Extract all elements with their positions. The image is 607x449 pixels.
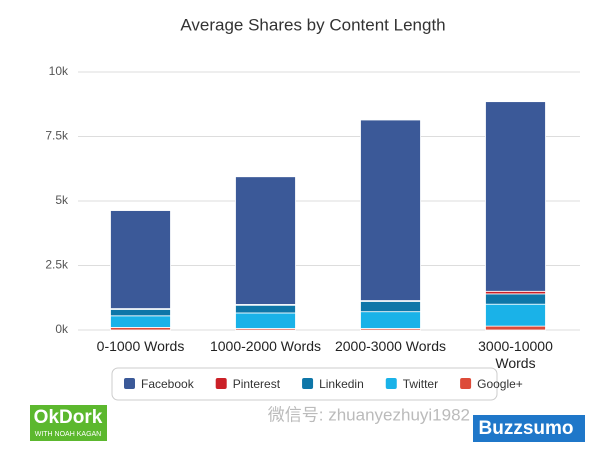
- y-tick-label: 0k: [55, 322, 69, 336]
- legend-swatch: [124, 378, 135, 389]
- bar-segment: [110, 308, 171, 317]
- bar-segment: [235, 304, 296, 314]
- legend-label: Facebook: [141, 377, 195, 391]
- chart-title: Average Shares by Content Length: [180, 15, 445, 34]
- bar-segment: [235, 312, 296, 329]
- bar-segment: [485, 101, 546, 292]
- legend-swatch: [385, 378, 397, 389]
- bar-segment: [110, 315, 171, 328]
- y-tick-label: 2.5k: [45, 258, 69, 272]
- watermark: 微信号: zhuanyezhuyi1982: [268, 405, 470, 424]
- logo-sub: WITH NOAH KAGAN: [35, 431, 102, 438]
- x-tick-label: 3000-10000 Words: [478, 338, 553, 371]
- bar-segment: [360, 300, 421, 313]
- legend-swatch: [302, 378, 314, 389]
- bar-segment: [485, 293, 546, 305]
- legend-swatch: [215, 378, 227, 389]
- logo: Buzzsumo: [479, 418, 574, 439]
- legend-label: Google+: [477, 377, 523, 391]
- x-tick-label: 2000-3000 Words: [334, 338, 447, 354]
- x-tick-label: 0-1000 Words: [96, 338, 185, 354]
- bar-segment: [485, 325, 546, 331]
- legend-label: Pinterest: [233, 377, 281, 391]
- y-tick-label: 7.5k: [45, 129, 69, 143]
- bar-segment: [360, 119, 421, 301]
- bar-segment: [235, 176, 296, 305]
- x-tick-label: 1000-2000 Words: [209, 338, 322, 354]
- legend-swatch: [460, 378, 472, 389]
- bar-segment: [110, 210, 171, 309]
- logo-box: [473, 415, 585, 442]
- y-tick-label: 5k: [55, 193, 69, 207]
- logo: OkDork: [34, 407, 103, 428]
- bar-segment: [485, 303, 546, 327]
- legend-label: Linkedin: [319, 377, 364, 391]
- y-tick-label: 10k: [49, 64, 69, 78]
- logo-box: [30, 405, 107, 441]
- legend-label: Twitter: [403, 377, 438, 391]
- bar-segment: [360, 311, 421, 329]
